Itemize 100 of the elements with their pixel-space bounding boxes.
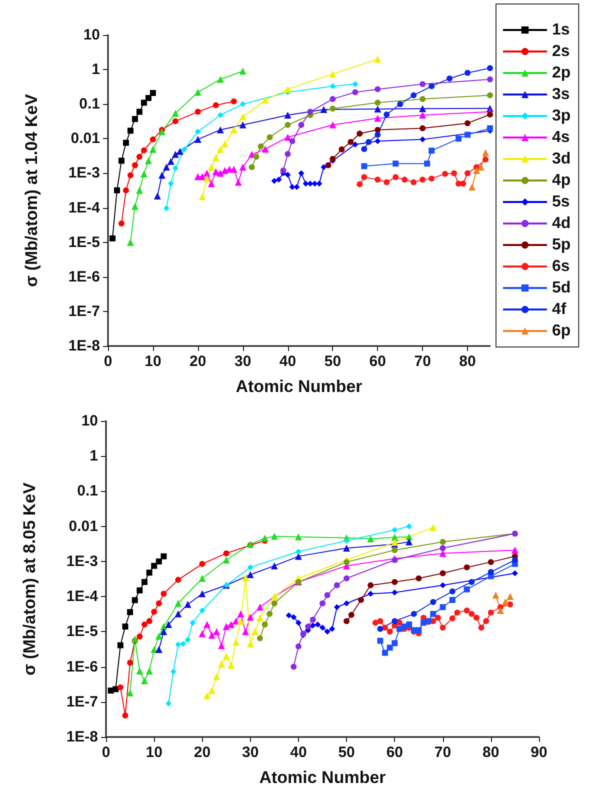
point [213,672,220,680]
point [261,534,268,542]
point [511,546,518,554]
point [284,86,292,93]
point [168,180,174,187]
point [280,167,286,174]
point [440,570,446,576]
point [131,635,138,642]
point [488,610,494,616]
x-tick-label: 70 [414,353,431,370]
point [487,125,493,132]
point [464,132,471,138]
point [482,156,489,162]
point [131,202,138,210]
point [213,628,220,636]
point [397,101,404,108]
point [420,96,426,102]
x-tick-label: 60 [386,744,404,761]
point [384,179,390,186]
point [361,174,368,180]
point [218,660,225,668]
point [396,626,402,632]
point [294,533,302,540]
point [172,110,179,117]
point [464,170,471,176]
x-tick-label: 80 [482,744,500,761]
y-tick-label: 1 [92,61,100,78]
point [460,180,466,187]
point [392,640,398,646]
point [492,592,500,599]
point [487,112,493,118]
point [314,622,321,628]
point [160,590,167,597]
point [356,181,363,188]
point [361,163,368,170]
point [262,622,268,628]
point [440,545,446,552]
point [146,667,153,674]
point [127,609,134,616]
point [140,100,147,106]
point [440,582,446,588]
point [344,538,350,544]
point [310,616,316,623]
point [488,569,494,576]
point [151,562,158,569]
point [330,96,336,102]
point [212,102,219,108]
point [150,90,156,96]
point [377,638,384,644]
point [284,172,291,178]
point [464,120,471,126]
point [468,610,475,617]
point [109,235,116,242]
point [223,550,230,556]
point [208,687,216,694]
legend-label: 4d [552,215,571,232]
point [419,105,426,112]
point [248,164,255,170]
point [468,578,475,585]
legend-label: 5s [552,194,570,210]
point [338,146,345,152]
point [181,146,188,152]
point [204,692,211,700]
point [497,607,504,614]
point [329,121,336,128]
point [410,610,417,617]
x-tick-label: 50 [338,744,355,761]
point [442,170,448,177]
point [266,134,273,140]
point [140,677,148,684]
point [420,81,426,88]
legend-label: 6p [552,322,571,340]
point [253,154,260,160]
point [258,143,264,150]
point [487,92,493,98]
point [122,712,128,718]
point [194,108,201,115]
point [140,147,147,154]
point [392,174,399,180]
x-tick-label: 20 [190,353,206,370]
point [392,578,398,585]
point [449,588,456,594]
point [343,544,350,552]
point [512,556,518,563]
point [246,614,254,621]
point [334,604,340,610]
point [228,621,235,628]
y-tick-label: 1 [90,448,98,465]
point [416,627,422,634]
legend-label: 6s [552,258,570,275]
point [204,621,211,628]
point [252,628,259,636]
point [386,644,393,651]
point [295,643,302,650]
point [217,112,224,118]
point [382,650,388,656]
x-tick-label: 0 [102,744,110,761]
y-tick-label: 0.1 [77,482,98,500]
point [216,146,224,153]
y-tick-label: 10 [81,412,98,430]
